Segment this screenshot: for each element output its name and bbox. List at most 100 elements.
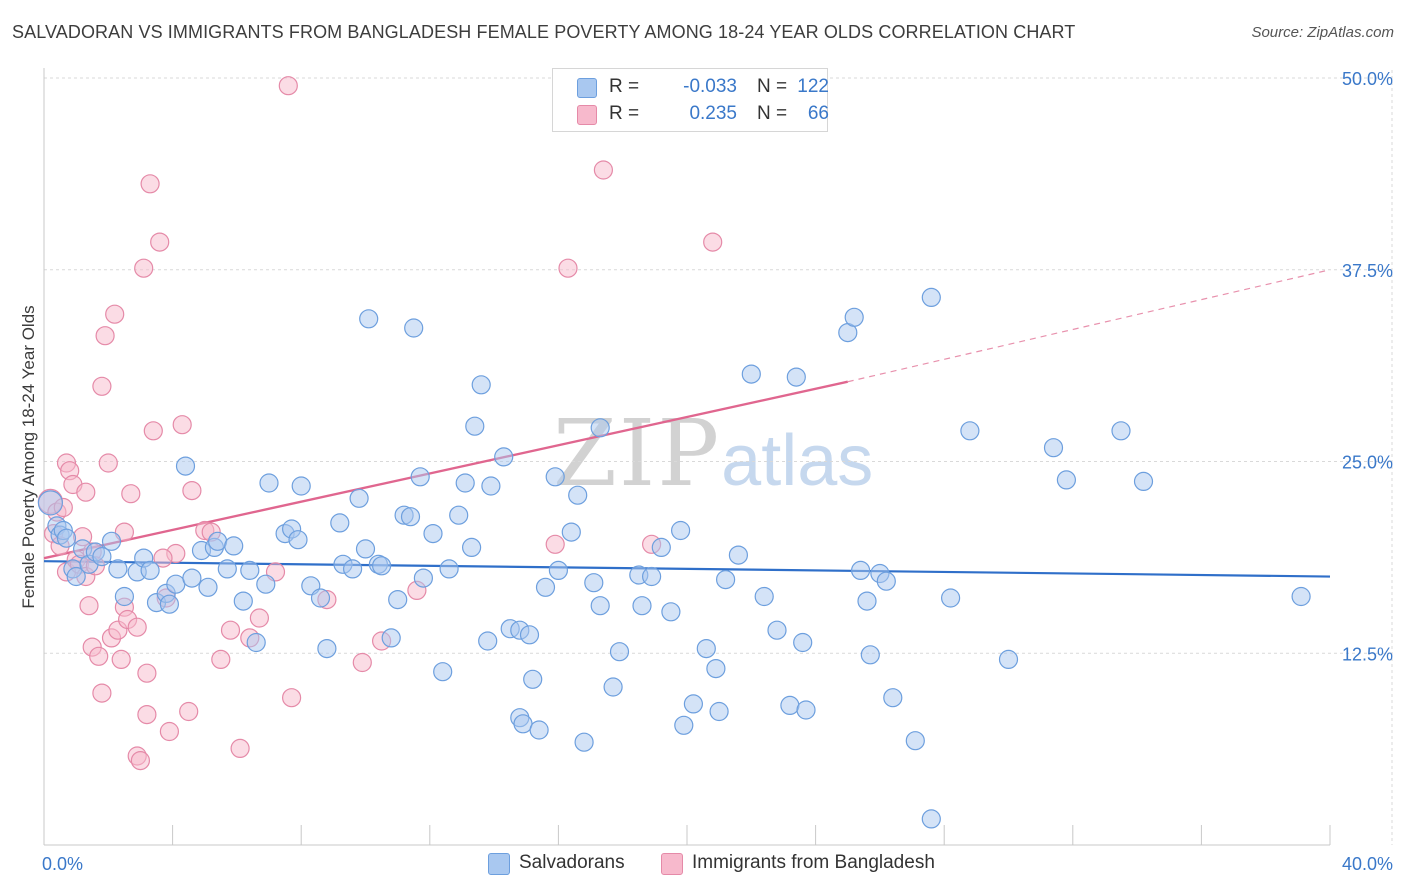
- point-salvadorans: [471, 375, 491, 395]
- y-axis-label: Female Poverty Among 18-24 Year Olds: [19, 305, 38, 609]
- legend-r-label: R =: [609, 76, 640, 97]
- point-bangladesh: [172, 415, 192, 435]
- y-tick-label: 37.5%: [1342, 261, 1393, 281]
- point-bangladesh: [182, 481, 202, 501]
- point-salvadorans: [182, 568, 202, 588]
- point-salvadorans: [1111, 421, 1131, 441]
- point-salvadorans: [940, 588, 961, 608]
- legend-swatch-salvadorans: [577, 78, 597, 98]
- legend-r-value: 0.235: [689, 103, 737, 124]
- point-salvadorans: [433, 662, 453, 682]
- point-salvadorans: [140, 560, 160, 581]
- trend-line-bangladesh: [43, 380, 849, 560]
- point-salvadorans: [793, 632, 813, 653]
- y-tick-label: 25.0%: [1342, 453, 1393, 473]
- point-salvadorans: [240, 560, 260, 581]
- point-salvadorans: [696, 638, 716, 659]
- point-salvadorans: [233, 591, 253, 611]
- point-salvadorans: [37, 490, 64, 516]
- point-salvadorans: [786, 367, 806, 387]
- point-salvadorans: [709, 701, 729, 722]
- point-salvadorans: [381, 628, 401, 648]
- point-bangladesh: [111, 649, 131, 670]
- point-salvadorans: [114, 586, 135, 607]
- trend-lines: [43, 269, 1331, 578]
- y-tick-label: 12.5%: [1342, 644, 1393, 664]
- point-salvadorans: [683, 694, 704, 714]
- point-bangladesh: [143, 421, 163, 441]
- point-bangladesh: [127, 617, 147, 637]
- grid-lines: [44, 70, 1393, 845]
- point-salvadorans: [108, 559, 128, 579]
- point-bangladesh: [89, 646, 109, 666]
- point-salvadorans: [523, 669, 543, 689]
- point-salvadorans: [715, 569, 736, 590]
- point-bangladesh: [137, 663, 157, 683]
- point-salvadorans: [288, 530, 308, 550]
- point-salvadorans: [166, 574, 186, 594]
- point-salvadorans: [513, 714, 533, 734]
- point-salvadorans: [481, 476, 501, 496]
- point-bangladesh: [558, 258, 578, 278]
- point-salvadorans: [850, 560, 871, 581]
- point-bangladesh: [545, 534, 565, 554]
- point-salvadorans: [372, 556, 392, 576]
- legend-n-label: N =: [757, 76, 788, 97]
- point-bangladesh: [137, 704, 157, 725]
- point-bangladesh: [249, 608, 269, 628]
- point-bangladesh: [114, 522, 135, 542]
- point-bangladesh: [593, 160, 614, 180]
- point-salvadorans: [256, 574, 276, 594]
- point-salvadorans: [519, 625, 540, 645]
- point-bangladesh: [278, 76, 298, 96]
- tick-labels: 12.5% 25.0% 37.5% 50.0% 0.0% 40.0%: [42, 69, 1393, 874]
- legend-r-label: R =: [609, 103, 640, 124]
- point-salvadorans: [404, 318, 424, 338]
- point-salvadorans: [388, 589, 408, 610]
- point-salvadorans: [603, 677, 623, 697]
- bottom-legend-label-salvadorans: Salvadorans: [519, 852, 625, 873]
- point-bangladesh: [130, 750, 150, 771]
- bottom-legend-swatch-salvadorans: [488, 853, 510, 875]
- point-salvadorans: [754, 586, 774, 607]
- point-salvadorans: [1056, 470, 1077, 490]
- bottom-legend-swatch-bangladesh: [661, 853, 683, 875]
- point-salvadorans: [478, 631, 498, 651]
- point-salvadorans: [349, 488, 369, 508]
- point-salvadorans: [609, 642, 630, 662]
- point-salvadorans: [632, 596, 652, 616]
- correlation-legend: R = -0.033 N = 122 R = 0.235 N = 66: [552, 68, 829, 132]
- point-bangladesh: [79, 596, 99, 616]
- y-tick-label: 50.0%: [1342, 69, 1393, 89]
- point-bangladesh: [134, 258, 154, 278]
- point-salvadorans: [674, 715, 694, 735]
- legend-swatch-bangladesh: [577, 105, 597, 125]
- legend-n-value: 122: [797, 76, 829, 97]
- point-bangladesh: [159, 721, 179, 742]
- x-tick-label: 0.0%: [42, 854, 83, 874]
- legend-r-value: -0.033: [683, 76, 737, 97]
- point-salvadorans: [355, 539, 376, 559]
- point-salvadorans: [66, 566, 86, 587]
- point-salvadorans: [198, 577, 218, 597]
- point-salvadorans: [590, 596, 610, 616]
- point-salvadorans: [359, 309, 379, 329]
- point-bangladesh: [92, 376, 112, 396]
- point-salvadorans: [529, 720, 549, 740]
- point-salvadorans: [998, 649, 1019, 670]
- point-bangladesh: [352, 652, 372, 673]
- point-salvadorans: [1133, 471, 1154, 491]
- point-salvadorans: [905, 731, 925, 751]
- point-salvadorans: [455, 473, 475, 493]
- point-bangladesh: [282, 688, 302, 708]
- point-salvadorans: [545, 467, 565, 487]
- point-salvadorans: [494, 447, 514, 467]
- point-salvadorans: [670, 520, 691, 541]
- point-salvadorans: [410, 467, 430, 487]
- point-salvadorans: [465, 416, 485, 436]
- bottom-legend-label-bangladesh: Immigrants from Bangladesh: [692, 852, 935, 873]
- point-salvadorans: [310, 588, 331, 608]
- point-salvadorans: [101, 531, 122, 551]
- point-salvadorans: [462, 537, 482, 558]
